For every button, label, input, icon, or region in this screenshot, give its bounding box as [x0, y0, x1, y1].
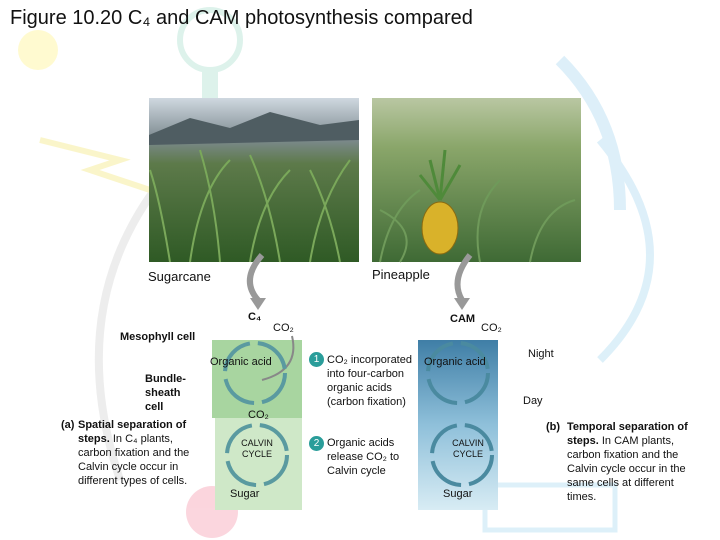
arrow: [247, 253, 265, 303]
day-label: Day: [523, 395, 543, 407]
caption-text: In CAM plants, carbon fixation and the C…: [567, 435, 686, 503]
co2-label: CO₂: [248, 409, 269, 421]
step-number: 1: [309, 352, 324, 367]
photo-label: Sugarcane: [148, 269, 211, 284]
caption: Temporal separation of steps. In CAM pla…: [567, 420, 695, 504]
c4-label: C₄: [248, 311, 262, 323]
photo-label: Pineapple: [372, 267, 430, 282]
caption-tag: (b): [546, 421, 561, 433]
mesophyll-cell: [212, 340, 302, 418]
caption-heading: Spatial separation of steps.: [78, 419, 187, 445]
organic-acid-label: Organic acid: [210, 356, 272, 368]
arrow: [261, 335, 295, 381]
cycle-arrow: [223, 341, 287, 405]
cycle-arrow: [426, 341, 490, 405]
bundle-sheath-label: Bundle-sheath cell: [145, 373, 186, 413]
co2-label: CO₂: [273, 322, 294, 334]
step-number: 2: [309, 436, 324, 451]
calvin-cycle-label: CALVIN CYCLE: [241, 438, 273, 459]
arrow: [454, 253, 473, 302]
sugar-label: Sugar: [230, 488, 260, 500]
night-label: Night: [528, 348, 554, 360]
cam-label: CAM: [450, 313, 476, 325]
organic-acid-label: Organic acid: [424, 356, 486, 368]
mesophyll-label: Mesophyll cell: [120, 331, 196, 343]
cam-cell: [418, 340, 498, 510]
arrow-head: [250, 298, 266, 310]
arrow-head: [454, 298, 470, 310]
calvin-cycle-label: CALVIN CYCLE: [452, 438, 484, 459]
co2-label: CO₂: [481, 322, 502, 334]
sugarcane-photo: [149, 98, 359, 263]
caption: Spatial separation of steps. In C₄ plant…: [78, 418, 203, 488]
step-text: Organic acids release CO₂ to Calvin cycl…: [327, 437, 400, 477]
caption-heading: Temporal separation of steps.: [567, 421, 688, 447]
step-text: CO₂ incorporated into four-carbon organi…: [327, 354, 412, 408]
cycle-arrow: [225, 423, 289, 487]
caption-text: In C₄ plants, carbon fixation and the Ca…: [78, 433, 190, 487]
title: Figure 10.20 C₄ and CAM photosynthesis c…: [10, 7, 473, 29]
sugar-label: Sugar: [443, 488, 473, 500]
cycle-arrow: [430, 423, 494, 487]
caption-tag: (a): [61, 419, 75, 431]
pineapple-photo: [372, 98, 581, 263]
